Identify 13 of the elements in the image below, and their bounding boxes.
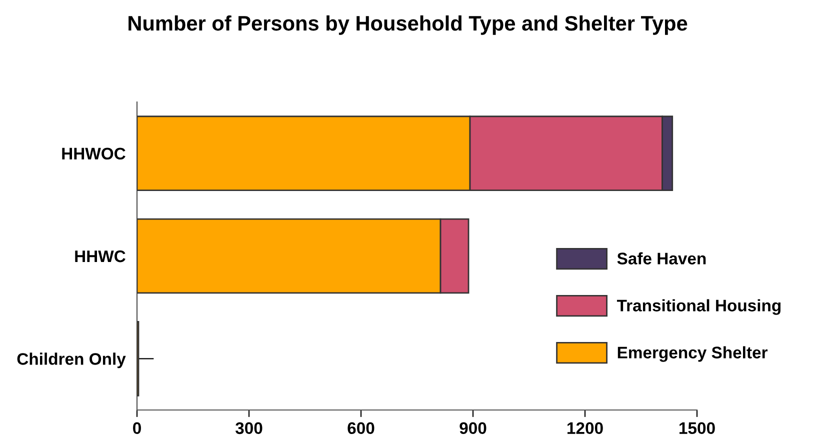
y-tick-label: HHWC <box>75 250 126 262</box>
x-tick-label: 1500 <box>680 422 715 434</box>
y-tick-label: Children Only <box>17 352 126 368</box>
y-tick-label: HHWOC <box>62 148 126 160</box>
legend-label: Emergency Shelter <box>618 346 768 362</box>
chart-title: Number of Persons by Household Type and Shelter Type <box>128 15 688 35</box>
x-tick-label: 300 <box>235 422 262 434</box>
x-tick-label: 900 <box>460 422 486 434</box>
x-tick-label: 600 <box>348 422 374 434</box>
legend-label: Transitional Housing <box>616 299 781 315</box>
x-tick-label: 0 <box>133 422 141 434</box>
legend-label: Safe Haven <box>617 252 706 264</box>
x-tick-label: 1200 <box>568 422 603 434</box>
